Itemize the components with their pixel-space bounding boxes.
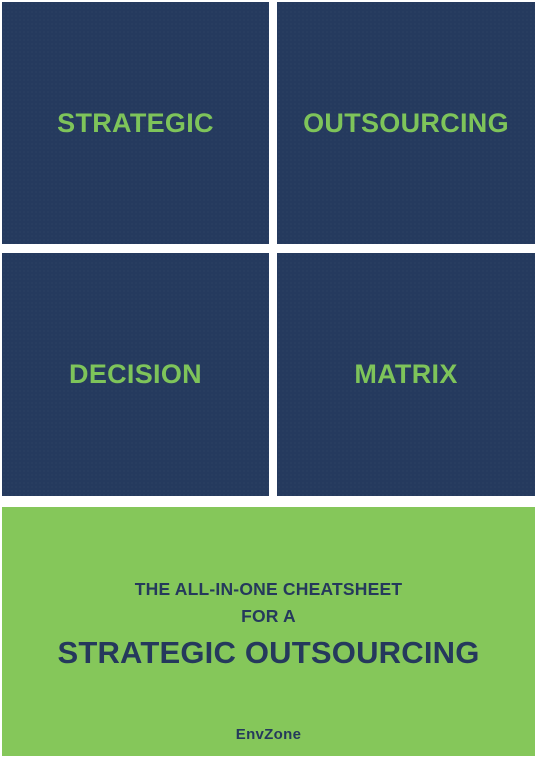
title-tile-outsourcing: OUTSOURCING: [277, 2, 535, 244]
tile-word: STRATEGIC: [57, 107, 214, 138]
tile-word: DECISION: [69, 359, 202, 389]
title-tile-decision: DECISION: [2, 253, 269, 496]
tile-word: MATRIX: [354, 359, 458, 389]
headline: STRATEGIC OUTSOURCING: [57, 635, 480, 670]
title-tile-strategic: STRATEGIC: [2, 2, 269, 244]
subtitle-banner: THE ALL-IN-ONE CHEATSHEET FOR A STRATEGI…: [2, 507, 535, 756]
subtitle-line-2: FOR A: [241, 606, 296, 626]
subtitle-line-1: THE ALL-IN-ONE CHEATSHEET: [134, 579, 403, 599]
tile-word: OUTSOURCING: [303, 107, 509, 138]
brand-logo: EnvZone: [235, 726, 302, 743]
title-tile-matrix: MATRIX: [277, 253, 535, 496]
